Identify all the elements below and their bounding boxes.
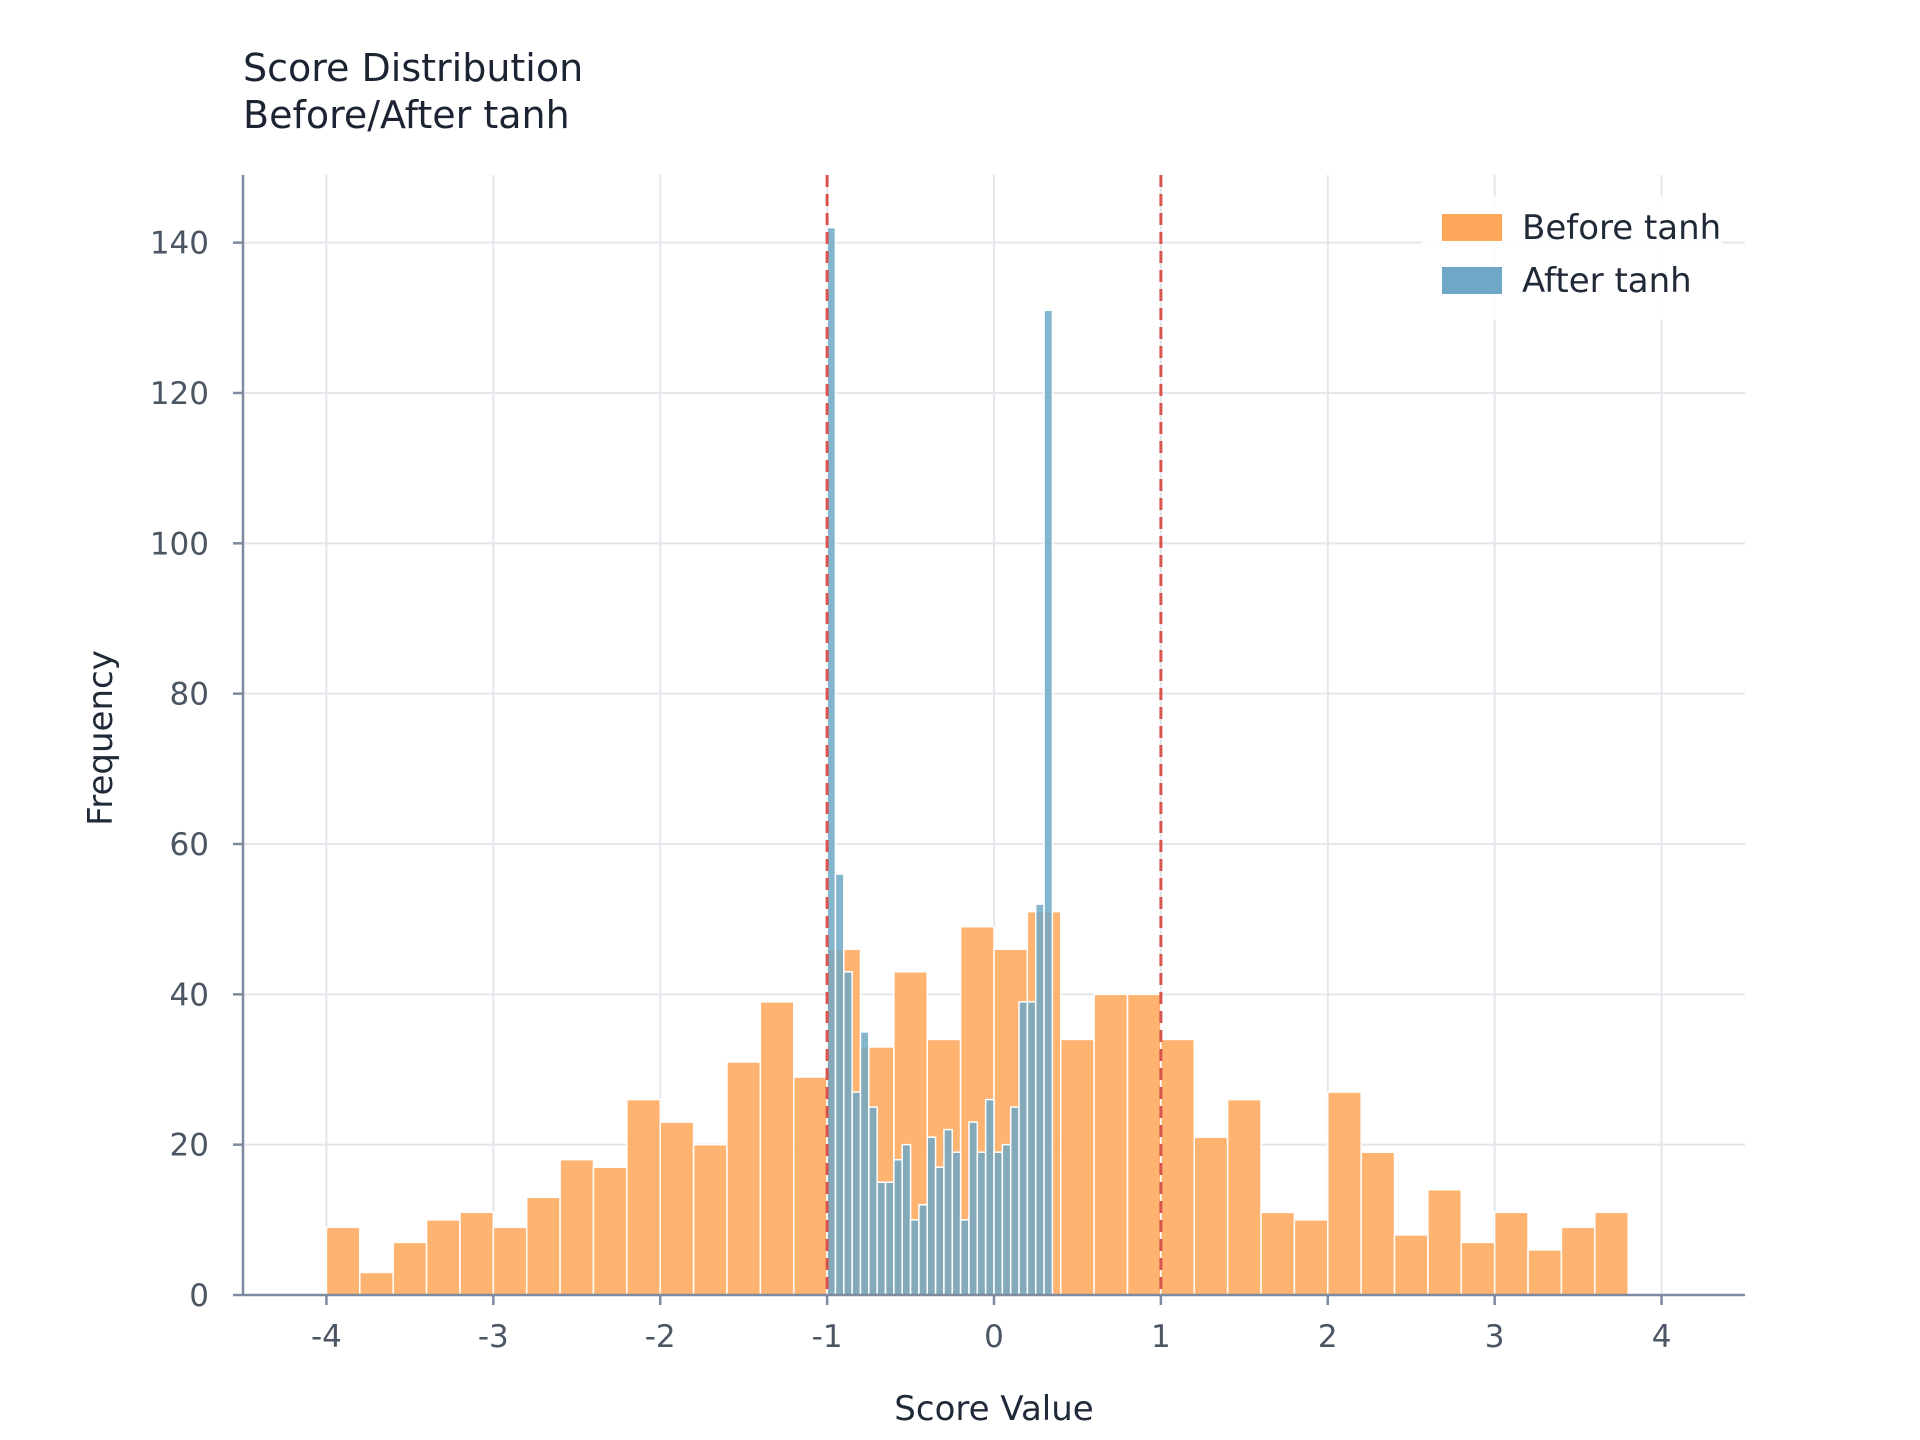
- before-tanh-bar: [1493, 1211, 1529, 1296]
- after-tanh-bar: [918, 1204, 928, 1296]
- x-tick-label: -3: [478, 1319, 509, 1355]
- x-tick-label: 2: [1318, 1319, 1338, 1355]
- after-tanh-bar: [893, 1158, 903, 1296]
- after-tanh-bar: [934, 1166, 945, 1296]
- after-tanh-bar: [926, 1136, 937, 1296]
- before-tanh-bar: [492, 1226, 528, 1296]
- legend-label-after-tanh: After tanh: [1522, 261, 1692, 301]
- after-tanh-bar: [993, 1151, 1004, 1296]
- y-tick-label: 60: [170, 827, 209, 863]
- before-tanh-bar: [1260, 1211, 1296, 1296]
- chart-title-line-1: Score Distribution: [243, 46, 583, 90]
- before-tanh-bar: [392, 1241, 428, 1296]
- before-tanh-bar: [626, 1098, 661, 1296]
- before-tanh-bar: [1126, 993, 1162, 1296]
- after-tanh-bar: [1001, 1143, 1012, 1296]
- before-tanh-bar: [1093, 993, 1129, 1296]
- after-tanh-bar: [951, 1151, 962, 1296]
- after-tanh-bar: [968, 1121, 979, 1296]
- y-tick-label: 140: [150, 226, 209, 262]
- legend: Before tanh After tanh: [1422, 196, 1722, 320]
- x-tick-label: 1: [1151, 1319, 1171, 1355]
- after-tanh-bar: [1009, 1106, 1020, 1296]
- x-tick-label: -2: [645, 1319, 676, 1355]
- before-tanh-bar: [425, 1219, 461, 1296]
- after-tanh-bar: [843, 971, 853, 1296]
- after-tanh-bar: [884, 1181, 895, 1296]
- after-tanh-bar: [1026, 1001, 1037, 1296]
- x-tick-label: 4: [1652, 1319, 1672, 1355]
- after-tanh-bar: [959, 1219, 970, 1296]
- before-tanh-bar: [759, 1001, 795, 1296]
- before-tanh-bar: [559, 1158, 595, 1296]
- legend-label-before-tanh: Before tanh: [1522, 208, 1721, 248]
- before-tanh-bar: [1160, 1038, 1196, 1296]
- before-tanh-bar: [1594, 1211, 1629, 1296]
- y-tick-label: 0: [189, 1278, 209, 1314]
- after-tanh-bar: [1034, 903, 1045, 1296]
- after-tanh-bar: [834, 873, 845, 1296]
- before-tanh-bar: [1460, 1241, 1496, 1296]
- before-tanh-bar: [1193, 1136, 1229, 1296]
- y-tick-label: 80: [170, 677, 209, 713]
- before-tanh-bar: [359, 1271, 394, 1296]
- before-tanh-bar: [459, 1211, 495, 1296]
- before-tanh-bar: [1226, 1098, 1262, 1296]
- legend-swatch-after-tanh: [1442, 267, 1502, 294]
- x-tick-label: 0: [984, 1319, 1004, 1355]
- chart-title-line-2: Before/After tanh: [243, 93, 570, 137]
- after-tanh-bar: [943, 1128, 954, 1296]
- after-tanh-bar: [909, 1219, 920, 1296]
- before-tanh-bar: [1560, 1226, 1596, 1296]
- y-axis-tick-labels: 0 20 40 60 80 100 120 140: [150, 226, 209, 1314]
- y-tick-label: 40: [170, 977, 209, 1013]
- after-tanh-bar: [876, 1181, 887, 1296]
- x-axis-tick-labels: -4 -3 -2 -1 0 1 2 3 4: [311, 1319, 1671, 1355]
- chart-title: Score Distribution Before/After tanh: [243, 46, 583, 137]
- after-tanh-bar: [851, 1091, 862, 1296]
- after-tanh-bar: [1018, 1001, 1029, 1296]
- after-tanh-bar: [901, 1143, 912, 1296]
- reference-lines: [825, 175, 1163, 1295]
- axes: [233, 175, 1745, 1305]
- before-tanh-bar: [659, 1121, 695, 1296]
- after-tanh-bar: [859, 1031, 870, 1296]
- before-tanh-bar: [1360, 1151, 1396, 1296]
- before-tanh-bar: [325, 1226, 361, 1296]
- before-tanh-bar: [1060, 1038, 1095, 1296]
- before-tanh-bar: [592, 1166, 628, 1296]
- y-tick-label: 120: [150, 376, 209, 412]
- before-tanh-bar: [1293, 1219, 1329, 1296]
- before-tanh-bar: [525, 1196, 561, 1296]
- legend-swatch-before-tanh: [1442, 214, 1502, 241]
- before-tanh-bar: [792, 1076, 828, 1296]
- before-tanh-bar: [1327, 1091, 1362, 1296]
- after-tanh-bar: [1043, 309, 1054, 1296]
- after-tanh-bar: [868, 1106, 878, 1296]
- after-tanh-bar: [984, 1098, 995, 1296]
- x-tick-label: -4: [311, 1319, 342, 1355]
- y-axis-label: Frequency: [81, 650, 121, 826]
- x-axis-label: Score Value: [894, 1389, 1093, 1429]
- x-tick-label: -1: [812, 1319, 843, 1355]
- y-tick-label: 20: [170, 1128, 209, 1164]
- before-tanh-bar: [692, 1143, 728, 1296]
- before-tanh-bar: [726, 1061, 762, 1296]
- before-tanh-bar: [1527, 1249, 1563, 1296]
- after-tanh-bar: [976, 1151, 987, 1296]
- before-tanh-bar: [1427, 1189, 1463, 1296]
- before-tanh-bar: [1393, 1234, 1429, 1296]
- x-tick-label: 3: [1485, 1319, 1505, 1355]
- y-tick-label: 100: [150, 526, 209, 562]
